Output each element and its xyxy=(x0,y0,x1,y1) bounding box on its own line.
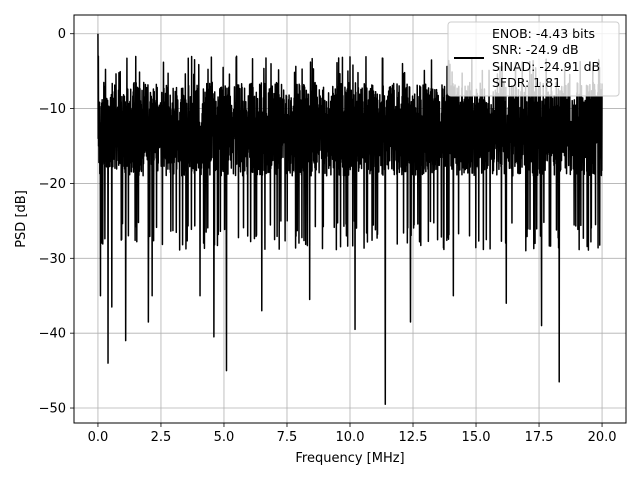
x-tick-label: 10.0 xyxy=(336,430,365,445)
legend-entry-sfdr: SFDR: 1.81 xyxy=(492,75,561,90)
y-tick-label: −40 xyxy=(39,327,66,342)
x-axis-label: Frequency [MHz] xyxy=(295,451,404,466)
legend-entry-snr: SNR: -24.9 dB xyxy=(492,42,579,57)
x-tick-label: 12.5 xyxy=(399,430,428,445)
y-axis-label: PSD [dB] xyxy=(14,190,29,248)
y-tick-label: 0 xyxy=(58,27,66,42)
x-tick-label: 20.0 xyxy=(588,430,617,445)
x-tick-label: 17.5 xyxy=(525,430,554,445)
y-tick-label: −50 xyxy=(39,402,66,417)
legend-entry-sinad: SINAD: -24.91 dB xyxy=(492,59,600,74)
legend: ENOB: -4.43 bits SNR: -24.9 dB SINAD: -2… xyxy=(447,21,620,97)
y-tick-label: −10 xyxy=(39,102,66,117)
x-tick-label: 7.5 xyxy=(277,430,298,445)
legend-entry-enob: ENOB: -4.43 bits xyxy=(492,26,595,41)
ticks: 0.0 2.5 5.0 7.5 10.0 12.5 15.0 17.5 20.0 0 −10 −20 −… xyxy=(39,27,617,445)
x-tick-label: 2.5 xyxy=(151,430,172,445)
y-tick-label: −20 xyxy=(39,177,66,192)
psd-series-line xyxy=(97,33,603,406)
x-tick-label: 5.0 xyxy=(214,430,235,445)
x-tick-label: 15.0 xyxy=(462,430,491,445)
y-tick-label: −30 xyxy=(39,252,66,267)
x-tick-label: 0.0 xyxy=(88,430,109,445)
legend-box xyxy=(447,21,620,97)
series-layer xyxy=(97,33,603,406)
